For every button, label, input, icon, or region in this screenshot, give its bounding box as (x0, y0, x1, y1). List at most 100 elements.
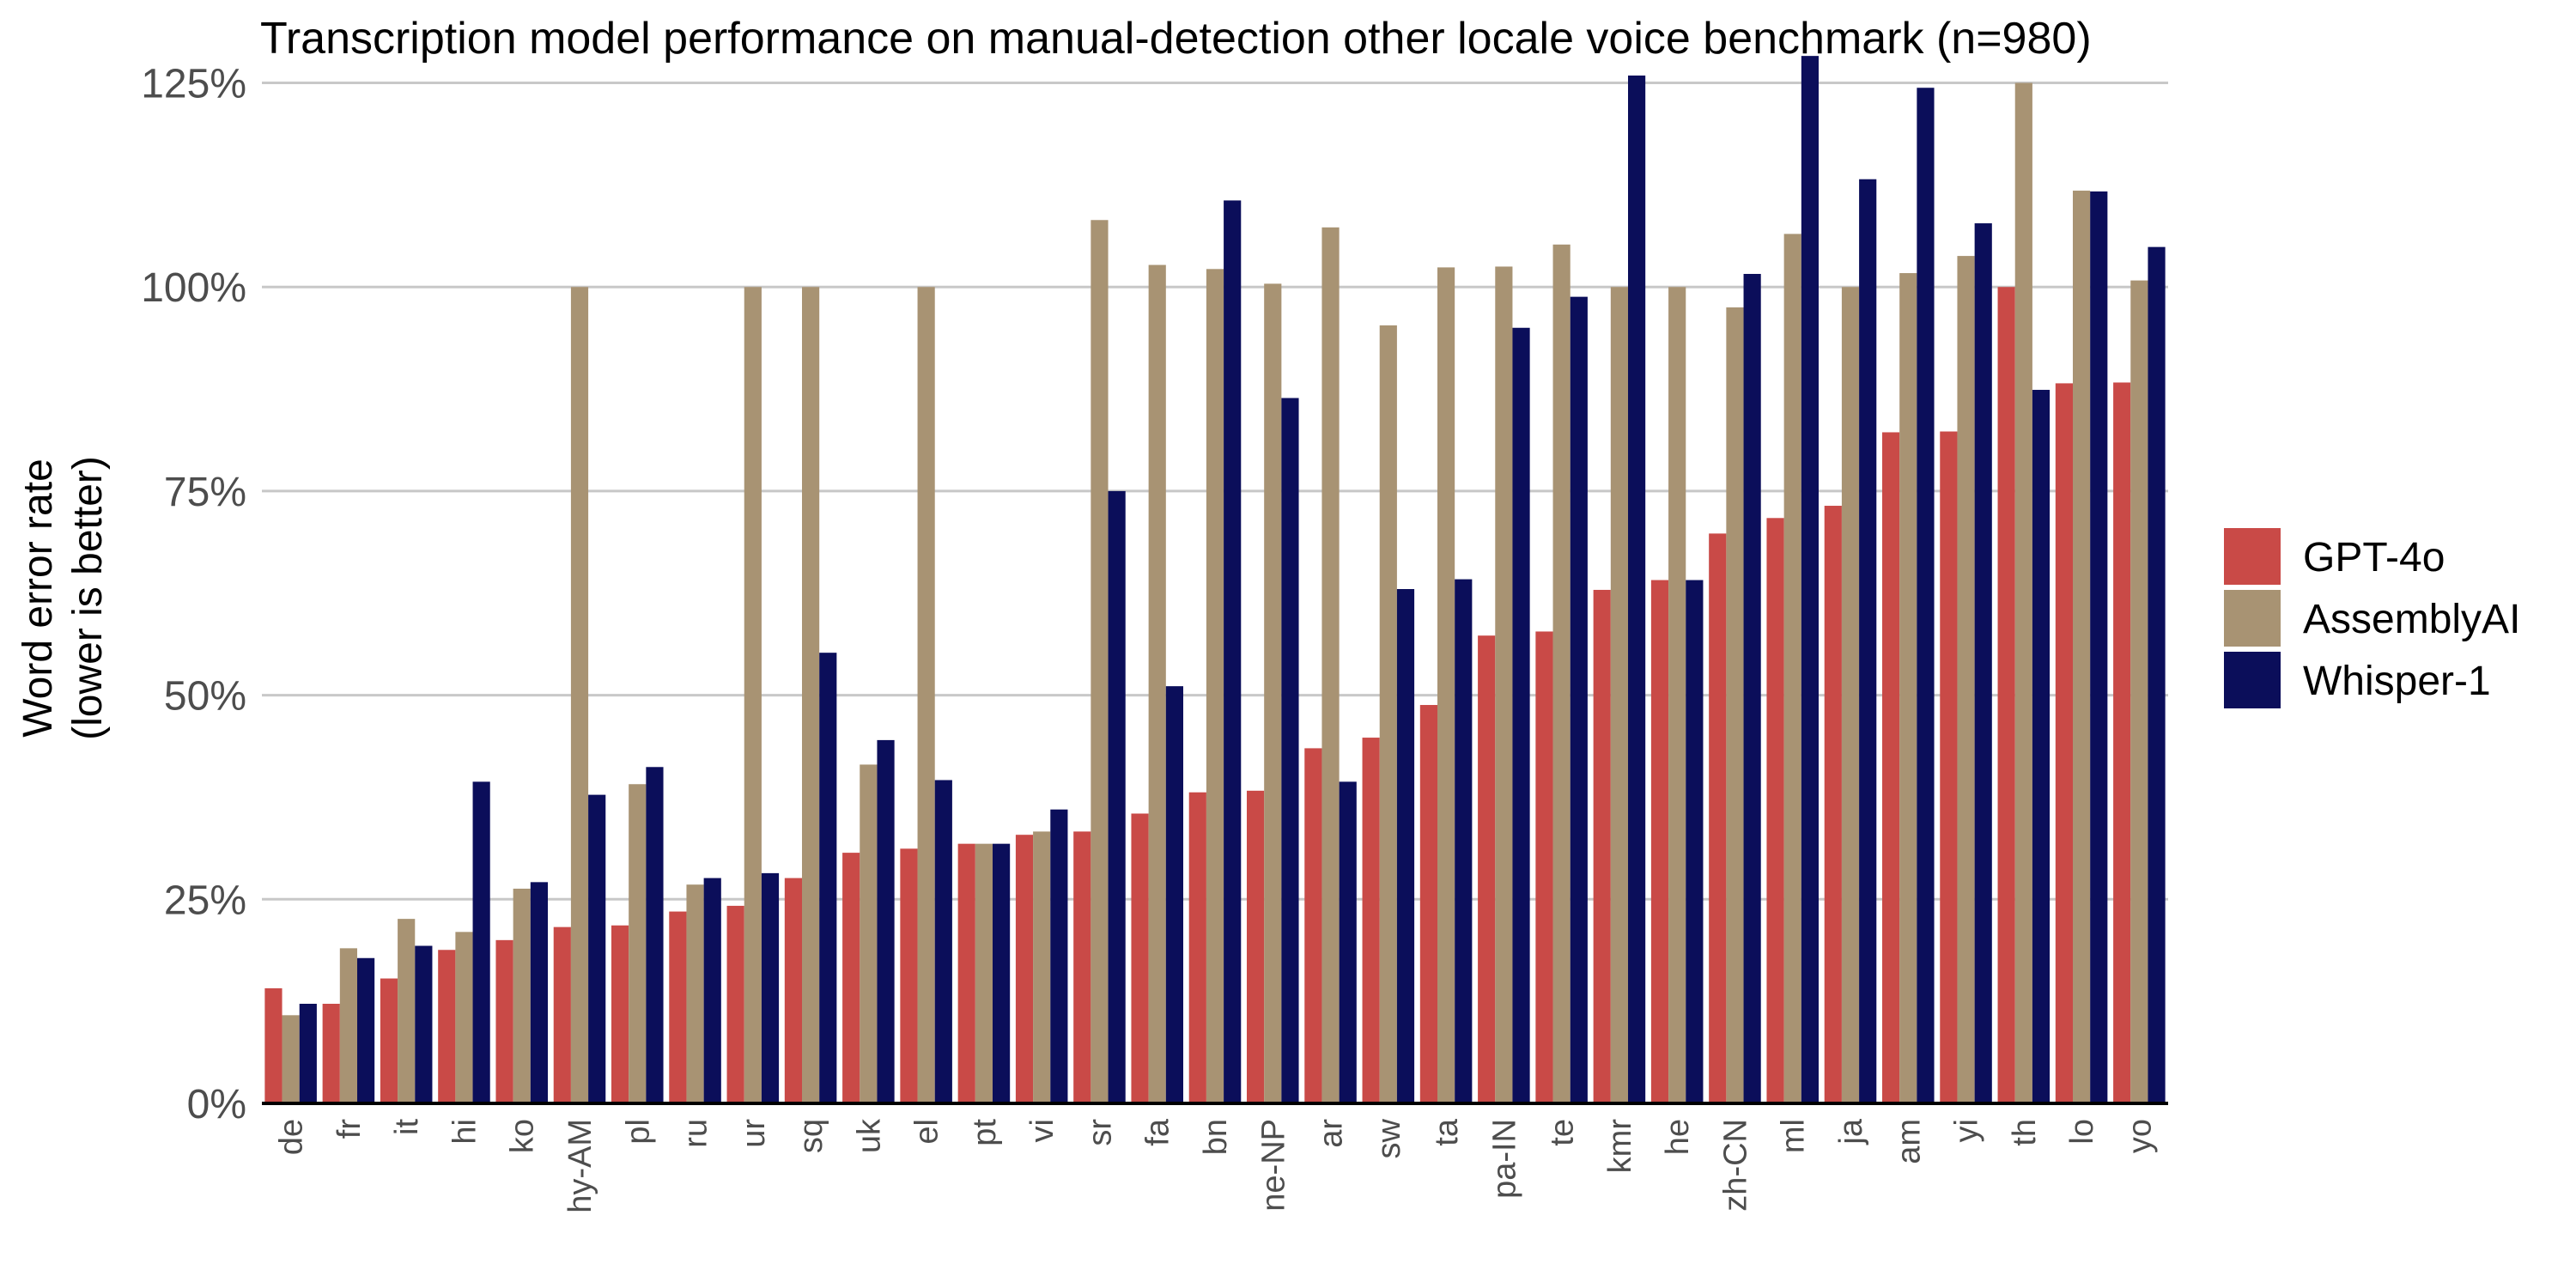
bar-de-GPT-4o (264, 987, 283, 1103)
bar-el-GPT-4o (900, 848, 918, 1103)
bar-it-Whisper-1 (415, 945, 433, 1103)
bar-fr-Whisper-1 (357, 957, 375, 1103)
bar-ne-NP-Whisper-1 (1281, 398, 1299, 1103)
bar-ml-Whisper-1 (1801, 56, 1819, 1103)
x-tick-label-yi: yi (1949, 1119, 1985, 1142)
bar-hy-AM-GPT-4o (553, 927, 571, 1103)
bar-zh-CN-GPT-4o (1709, 533, 1727, 1103)
x-tick-label-de: de (274, 1119, 310, 1155)
bar-sq-GPT-4o (784, 878, 802, 1103)
bar-hy-AM-Whisper-1 (588, 794, 606, 1103)
x-tick-label-hi: hi (447, 1119, 483, 1145)
bar-ru-AssemblyAI (686, 884, 704, 1103)
bar-th-GPT-4o (1997, 287, 2015, 1103)
bar-sr-Whisper-1 (1108, 490, 1126, 1103)
x-tick-label-yo: yo (2122, 1119, 2158, 1153)
bar-it-AssemblyAI (398, 919, 416, 1103)
bar-bn-Whisper-1 (1224, 200, 1242, 1104)
bar-it-GPT-4o (380, 978, 398, 1103)
bar-yi-AssemblyAI (1957, 256, 1975, 1103)
bar-yi-GPT-4o (1940, 431, 1958, 1103)
x-tick-label-pl: pl (620, 1119, 656, 1145)
bar-kmr-GPT-4o (1593, 589, 1611, 1103)
bar-el-AssemblyAI (917, 287, 935, 1103)
bar-hi-Whisper-1 (472, 781, 490, 1103)
bar-he-AssemblyAI (1668, 287, 1686, 1103)
bar-ml-GPT-4o (1766, 518, 1784, 1103)
bar-ta-Whisper-1 (1455, 579, 1473, 1103)
bar-pt-GPT-4o (957, 843, 975, 1103)
legend: GPT-4o AssemblyAI Whisper-1 (2224, 528, 2520, 708)
bar-pl-GPT-4o (611, 925, 629, 1103)
legend-swatch-Whisper-1 (2224, 652, 2281, 708)
x-tick-label-he: he (1660, 1119, 1696, 1155)
bar-ar-Whisper-1 (1339, 781, 1357, 1103)
bar-ar-AssemblyAI (1321, 227, 1340, 1103)
x-tick-label-ko: ko (505, 1119, 541, 1153)
bar-yo-AssemblyAI (2130, 280, 2148, 1103)
x-tick-label-ar: ar (1314, 1119, 1350, 1148)
bar-ne-NP-AssemblyAI (1264, 283, 1282, 1103)
x-tick-label-it: it (389, 1119, 425, 1135)
bar-uk-Whisper-1 (877, 739, 895, 1103)
bar-yo-Whisper-1 (2148, 246, 2166, 1103)
x-tick-label-ja: ja (1833, 1118, 1869, 1145)
x-tick-label-ta: ta (1429, 1118, 1465, 1146)
y-tick-label-100: 100% (141, 265, 246, 311)
bar-ar-GPT-4o (1304, 748, 1322, 1103)
x-tick-label-te: te (1545, 1119, 1581, 1146)
y-axis-label: Word error rate (lower is better) (15, 456, 111, 740)
bar-ur-Whisper-1 (761, 872, 780, 1103)
bar-bn-GPT-4o (1188, 792, 1206, 1103)
bar-fr-GPT-4o (322, 1004, 340, 1103)
bar-te-AssemblyAI (1552, 244, 1571, 1103)
x-tick-label-ur: ur (736, 1119, 772, 1148)
bar-ko-AssemblyAI (513, 888, 531, 1103)
bar-hi-GPT-4o (438, 950, 456, 1103)
bar-ne-NP-GPT-4o (1247, 790, 1265, 1103)
bar-ja-Whisper-1 (1859, 179, 1877, 1104)
bar-pt-Whisper-1 (993, 843, 1011, 1103)
x-tick-label-ne-NP: ne-NP (1255, 1119, 1291, 1212)
x-tick-label-sr: sr (1082, 1119, 1118, 1146)
y-tick-label-125: 125% (141, 62, 246, 107)
x-tick-label-zh-CN: zh-CN (1717, 1119, 1753, 1212)
bar-he-GPT-4o (1650, 580, 1669, 1103)
bar-am-AssemblyAI (1899, 273, 1917, 1103)
x-tick-label-fa: fa (1140, 1118, 1176, 1146)
bar-he-Whisper-1 (1686, 580, 1704, 1103)
bar-am-GPT-4o (1882, 432, 1900, 1103)
bar-de-AssemblyAI (282, 1015, 300, 1103)
x-axis-ticks: de fr it hi ko hy-AM pl ru ur sq uk el pt vi sr fa bn ne-… (274, 1118, 2159, 1213)
bar-pa-IN-AssemblyAI (1495, 266, 1513, 1103)
bar-el-Whisper-1 (934, 780, 952, 1103)
bar-sr-GPT-4o (1073, 831, 1091, 1103)
bar-ta-GPT-4o (1419, 705, 1437, 1103)
bar-ko-Whisper-1 (530, 882, 548, 1103)
bar-pa-IN-GPT-4o (1478, 635, 1496, 1103)
bar-vi-AssemblyAI (1033, 831, 1051, 1103)
bar-ur-AssemblyAI (744, 287, 762, 1103)
x-tick-label-kmr: kmr (1602, 1119, 1638, 1174)
legend-label-AssemblyAI: AssemblyAI (2303, 597, 2520, 642)
bar-fr-AssemblyAI (339, 948, 357, 1103)
bar-ja-GPT-4o (1824, 506, 1842, 1103)
x-tick-label-hy-AM: hy-AM (562, 1119, 598, 1213)
x-tick-label-pa-IN: pa-IN (1486, 1119, 1522, 1199)
bar-te-Whisper-1 (1570, 296, 1588, 1103)
bar-pl-AssemblyAI (629, 784, 647, 1103)
bar-am-Whisper-1 (1917, 88, 1935, 1103)
legend-label-Whisper-1: Whisper-1 (2303, 659, 2491, 704)
bar-lo-GPT-4o (2055, 383, 2073, 1103)
bar-sr-AssemblyAI (1091, 220, 1109, 1104)
bar-de-Whisper-1 (299, 1004, 317, 1103)
bar-ml-AssemblyAI (1783, 234, 1801, 1103)
y-axis-label-line-2: (lower is better) (65, 456, 111, 740)
bar-ru-Whisper-1 (703, 878, 721, 1103)
bar-fa-AssemblyAI (1148, 264, 1166, 1103)
bar-sw-Whisper-1 (1396, 589, 1415, 1103)
bar-ja-AssemblyAI (1841, 287, 1860, 1103)
bar-pl-Whisper-1 (646, 767, 664, 1103)
bar-zh-CN-AssemblyAI (1726, 307, 1744, 1103)
